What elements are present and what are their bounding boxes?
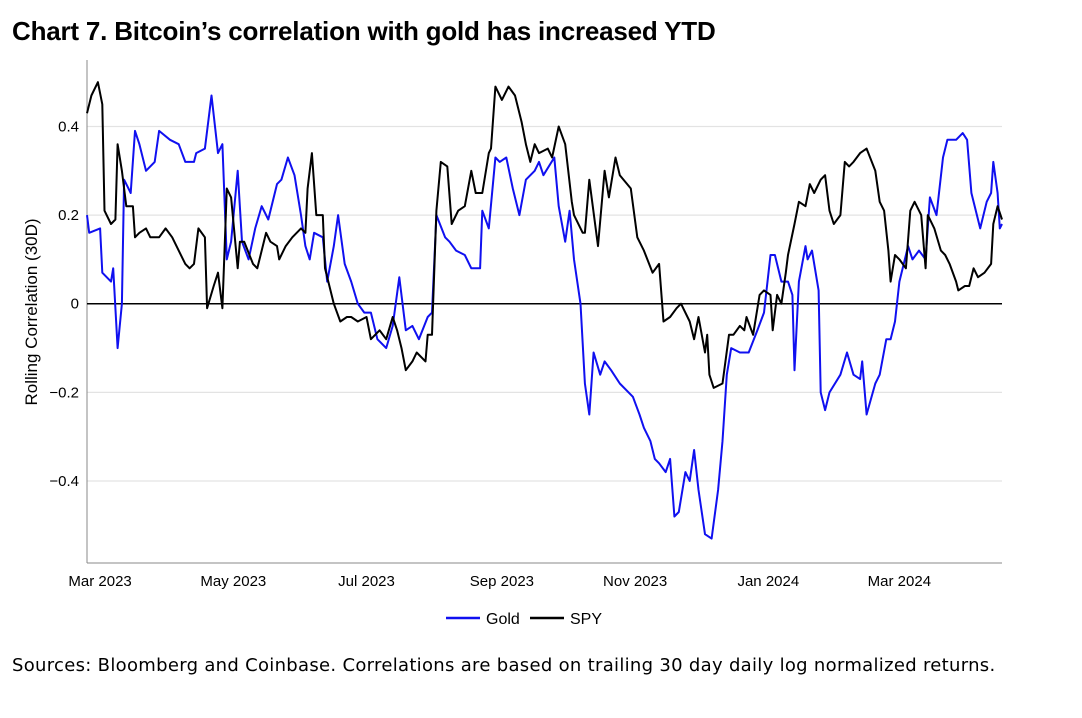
x-tick-label: Jul 2023 [338,573,395,590]
source-note: Sources: Bloomberg and Coinbase. Correla… [12,655,996,676]
legend-label-gold: Gold [486,611,520,628]
x-tick-label: Sep 2023 [470,573,534,590]
legend-label-spy: SPY [570,611,602,628]
y-tick-label: −0.4 [49,473,79,490]
legend: Gold SPY [446,611,602,628]
series-lines [86,81,1003,540]
x-tick-label: Mar 2024 [868,573,931,590]
y-axis-label: Rolling Correlation (30D) [22,218,41,405]
series-line-gold [86,94,1003,540]
x-tick-labels: Mar 2023 May 2023 Jul 2023 Sep 2023 Nov 2023… [68,573,931,590]
x-tick-label: Nov 2023 [603,573,667,590]
x-tick-label: May 2023 [200,573,266,590]
y-tick-labels: 0.4 0.2 0 −0.2 −0.4 [49,118,79,490]
y-tick-label: 0.2 [58,207,79,224]
series-line-spy [86,81,1003,389]
y-tick-label: 0 [71,296,79,313]
chart-title: Chart 7. Bitcoin’s correlation with gold… [12,16,716,46]
x-tick-label: Jan 2024 [737,573,799,590]
y-tick-label: 0.4 [58,118,79,135]
x-tick-label: Mar 2023 [68,573,131,590]
y-tick-label: −0.2 [49,384,79,401]
